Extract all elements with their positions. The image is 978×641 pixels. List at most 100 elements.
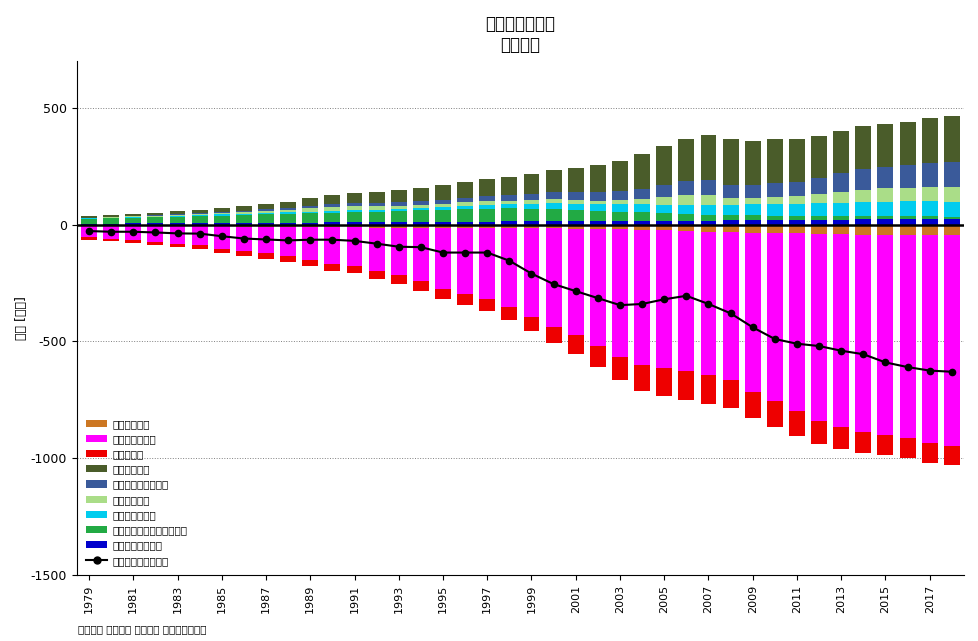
Bar (258, 224, 274, 227)
Bar (280, 213, 295, 222)
Bar (590, 165, 605, 192)
Bar (943, 235, 958, 446)
Bar (832, 220, 848, 224)
Bar (943, 187, 958, 202)
Bar (655, 204, 672, 213)
Bar (744, 224, 760, 233)
Bar (700, 375, 716, 404)
Bar (788, 181, 804, 196)
Bar (346, 224, 362, 228)
Bar (346, 210, 362, 212)
Bar (479, 208, 495, 222)
Bar (523, 222, 539, 224)
Bar (722, 198, 737, 205)
Bar (832, 203, 848, 216)
Bar (324, 204, 340, 207)
Bar (457, 202, 472, 206)
Bar (766, 216, 782, 220)
Bar (590, 201, 605, 204)
Bar (744, 233, 760, 392)
Bar (899, 224, 914, 235)
Bar (148, 223, 163, 224)
Bar (744, 198, 760, 204)
Bar (545, 203, 561, 209)
Bar (125, 224, 141, 226)
Bar (169, 226, 185, 244)
Bar (258, 213, 274, 215)
Bar (788, 411, 804, 435)
Bar (700, 221, 716, 224)
Bar (479, 201, 495, 204)
Bar (678, 214, 693, 221)
Bar (744, 204, 760, 215)
Bar (280, 210, 295, 212)
Bar (722, 221, 737, 224)
Bar (700, 231, 716, 375)
Bar (413, 228, 428, 281)
Bar (501, 224, 516, 228)
Bar (81, 237, 97, 240)
Bar (590, 224, 605, 229)
Bar (722, 224, 737, 232)
Bar (103, 238, 119, 241)
Bar (700, 224, 716, 231)
Bar (943, 224, 958, 235)
Bar (192, 224, 207, 226)
Bar (921, 444, 937, 463)
Bar (324, 224, 340, 228)
Bar (192, 214, 207, 215)
Bar (434, 228, 451, 288)
Bar (700, 135, 716, 180)
Bar (434, 200, 451, 204)
Bar (832, 235, 848, 427)
Bar (655, 221, 672, 224)
Bar (832, 131, 848, 173)
Bar (766, 197, 782, 204)
Bar (236, 215, 251, 223)
Bar (457, 182, 472, 197)
Bar (457, 210, 472, 222)
Bar (434, 185, 451, 200)
Bar (766, 204, 782, 216)
Bar (324, 228, 340, 263)
Bar (280, 256, 295, 262)
Bar (369, 210, 384, 212)
Bar (479, 204, 495, 208)
Bar (567, 200, 583, 204)
Bar (634, 224, 649, 229)
Bar (611, 356, 627, 380)
Bar (567, 168, 583, 192)
Bar (369, 222, 384, 224)
Bar (855, 224, 870, 235)
Bar (921, 118, 937, 163)
Bar (390, 228, 406, 276)
Bar (655, 146, 672, 185)
Bar (501, 222, 516, 224)
Bar (346, 203, 362, 206)
Bar (280, 212, 295, 213)
Bar (943, 202, 958, 217)
Bar (390, 203, 406, 206)
Bar (103, 224, 119, 226)
Bar (655, 213, 672, 221)
Bar (169, 223, 185, 224)
Bar (479, 222, 495, 224)
Bar (899, 216, 914, 219)
Bar (479, 179, 495, 196)
Bar (236, 227, 251, 251)
Bar (390, 224, 406, 228)
Bar (876, 124, 893, 167)
Bar (280, 208, 295, 210)
Bar (811, 178, 826, 194)
Bar (943, 446, 958, 465)
Bar (479, 224, 495, 228)
Bar (148, 217, 163, 223)
Bar (590, 204, 605, 211)
Bar (501, 228, 516, 308)
Bar (655, 197, 672, 204)
Bar (722, 380, 737, 408)
Bar (788, 216, 804, 220)
Bar (302, 222, 318, 224)
Bar (766, 139, 782, 183)
Bar (302, 260, 318, 267)
